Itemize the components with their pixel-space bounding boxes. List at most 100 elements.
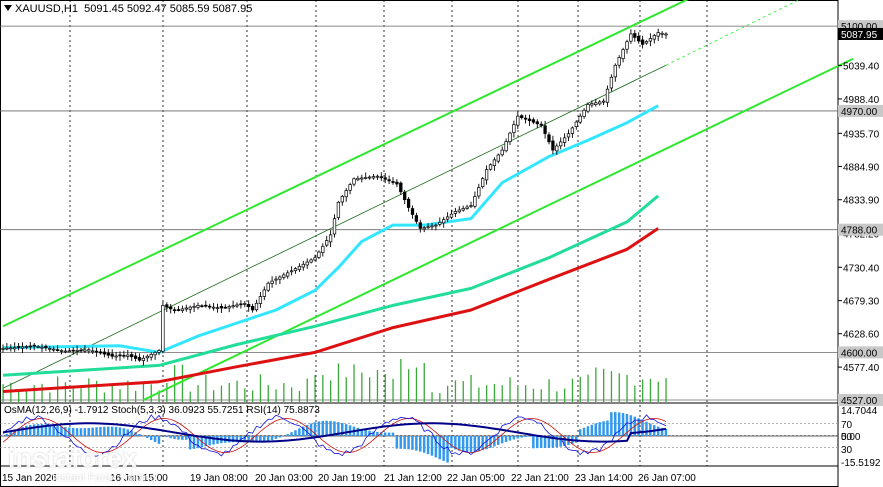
volume-bar [462, 381, 464, 402]
candle-body [332, 218, 337, 235]
osma-bar [309, 423, 313, 436]
candle-body [32, 344, 36, 347]
candle-body [63, 350, 68, 353]
osma-bar [547, 436, 551, 448]
ma-slow-line [2, 227, 660, 393]
candle-body [449, 213, 454, 218]
price-tick-label: 4679.30 [843, 297, 880, 308]
candle-body [340, 196, 344, 203]
volume-bar [205, 374, 207, 402]
candle-body [196, 305, 200, 308]
osma-bar [524, 436, 527, 438]
volume-bar [478, 387, 480, 402]
candle-body [208, 305, 212, 308]
candle-body [20, 346, 25, 349]
candle-body [570, 127, 575, 134]
volume-bar [431, 392, 433, 402]
candle-body [562, 137, 567, 143]
osma-bar [9, 431, 12, 436]
osma-bar [235, 436, 239, 443]
osma-bar [664, 428, 668, 436]
candle-body [375, 175, 380, 178]
candle-body [430, 225, 434, 228]
candle-body [293, 268, 298, 272]
osma-bar [5, 433, 9, 436]
time-axis: 15 Jan 2026 16 Jan 15:00 19 Jan 08:00 20 Ja… [2, 473, 696, 484]
volume-bar [291, 387, 293, 402]
osma-bar [110, 426, 114, 436]
osma-bar [380, 432, 383, 436]
osma-bar [259, 436, 262, 443]
osma-bar [516, 436, 519, 439]
volume-bar [501, 385, 503, 402]
volume-bar [236, 380, 238, 402]
osma-bar [341, 423, 344, 436]
candle-body [149, 353, 153, 358]
volume-bar [322, 374, 324, 402]
volume-bar [532, 388, 535, 402]
osma-bar [411, 436, 414, 450]
candle-body [250, 306, 255, 311]
volume-bar [18, 391, 20, 402]
osma-bar [481, 436, 484, 451]
volume-bar [486, 385, 488, 402]
candle-body [94, 350, 99, 353]
candle-body [492, 159, 497, 166]
osma-bar [536, 436, 539, 449]
candle-body [180, 308, 185, 311]
osma-bar [122, 428, 126, 436]
candle-body [274, 278, 278, 281]
candle-body [644, 41, 649, 44]
osma-bar [333, 421, 336, 436]
volume-bar [330, 380, 332, 402]
osc-scale-label: 30 [841, 445, 853, 456]
osma-bar [610, 412, 613, 436]
osma-bar [539, 436, 543, 449]
candle-body [231, 305, 235, 308]
level-label: 4788.00 [841, 226, 878, 237]
candle-body [637, 36, 641, 42]
volume-bar [135, 390, 137, 402]
candle-body [110, 353, 114, 357]
osma-bar [606, 420, 609, 436]
osma-bar [243, 436, 246, 443]
price-tick-label: 4730.40 [843, 263, 880, 274]
candle-body [102, 351, 107, 355]
candle-body [130, 354, 134, 358]
osma-bar [407, 436, 410, 450]
osma-bar [465, 436, 469, 452]
osma-bar [504, 436, 508, 442]
osc-scale-label: -15.5192 [841, 458, 881, 469]
osma-bar [645, 421, 648, 436]
volume-bar [493, 384, 496, 402]
ma-mid-line [2, 194, 660, 377]
osma-bar [247, 436, 250, 443]
candle-body [660, 32, 664, 35]
candle-body [313, 257, 317, 261]
ohlc-values: 5091.45 5092.47 5085.59 5087.95 [84, 3, 253, 15]
candle-body [652, 35, 656, 40]
osma-bar [621, 413, 625, 436]
candle-body [414, 215, 419, 222]
volume-bar [64, 382, 67, 402]
candle-body [83, 349, 87, 352]
osma-bar [173, 436, 176, 440]
osma-bar [368, 430, 371, 436]
volume-bar [88, 378, 90, 402]
candlesticks [1, 28, 668, 366]
osma-bar [204, 436, 207, 447]
candle-body [356, 178, 360, 181]
osma-bar [21, 426, 24, 436]
osma-bar [149, 436, 153, 440]
candle-body [278, 276, 282, 280]
candle-body [469, 205, 473, 207]
candle-body [172, 309, 177, 312]
volume-bar [275, 389, 277, 402]
volume-bar [517, 384, 519, 402]
price-tick-label: 4577.40 [843, 363, 880, 374]
volume-histogram [2, 358, 667, 402]
osma-bar [321, 420, 324, 436]
osma-bar [450, 436, 453, 449]
candle-body [387, 179, 391, 182]
